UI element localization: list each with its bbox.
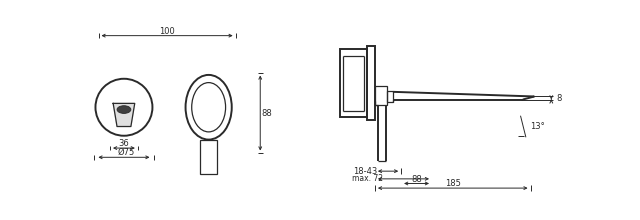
Text: 100: 100 [159, 27, 175, 36]
Text: 8: 8 [556, 94, 562, 103]
Bar [200, 139, 217, 174]
Bar [375, 86, 387, 105]
Polygon shape [113, 103, 135, 126]
Text: 13°: 13° [531, 122, 545, 131]
Text: 88: 88 [411, 175, 422, 184]
Text: 36: 36 [118, 139, 129, 148]
Text: max. 72: max. 72 [352, 174, 383, 183]
Bar [387, 91, 394, 102]
Ellipse shape [117, 106, 131, 114]
Bar [367, 46, 375, 120]
Text: 88: 88 [261, 108, 272, 117]
Text: 18-43: 18-43 [353, 167, 378, 176]
Text: 185: 185 [445, 179, 461, 188]
Bar [340, 50, 367, 117]
Text: Ø75: Ø75 [118, 148, 135, 157]
